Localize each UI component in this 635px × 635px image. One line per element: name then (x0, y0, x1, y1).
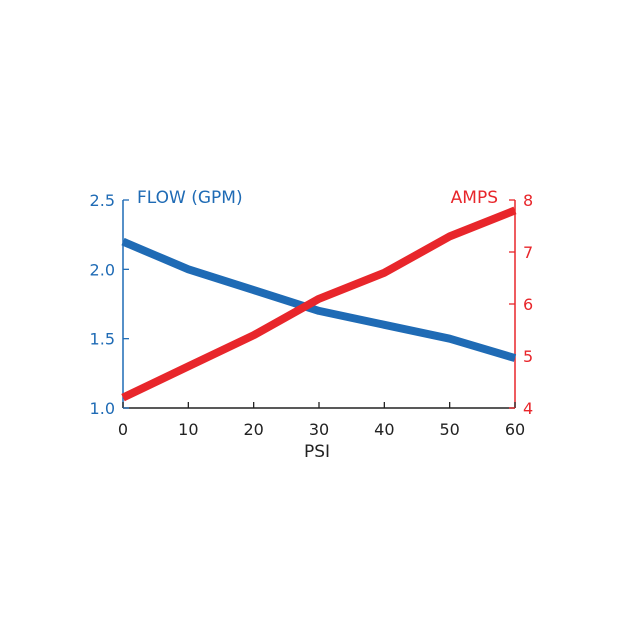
right-axis-tick-label: 8 (523, 191, 533, 210)
x-tick-label: 40 (374, 420, 394, 439)
right-axis-tick-label: 7 (523, 243, 533, 262)
right-axis-title: AMPS (451, 188, 498, 208)
x-tick-label: 30 (309, 420, 329, 439)
tick-labels: 0 10 20 30 40 50 60 1.0 1.5 2.0 2.5 4 5 6 7 8 (90, 191, 534, 439)
x-tick-label: 50 (439, 420, 459, 439)
x-axis-title: PSI (304, 442, 330, 462)
x-tick-label: 0 (118, 420, 128, 439)
left-axis-tick-label: 1.0 (90, 399, 115, 418)
left-axis-tick-label: 2.5 (90, 191, 115, 210)
right-axis-tick-label: 4 (523, 399, 533, 418)
right-axis-tick-label: 6 (523, 295, 533, 314)
flow-line (121, 237, 517, 362)
left-axis-title: FLOW (GPM) (137, 188, 243, 208)
right-axis-tick-label: 5 (523, 347, 533, 366)
series-lines (121, 206, 517, 402)
left-axis-tick-label: 2.0 (90, 260, 115, 279)
x-tick-label: 10 (178, 420, 198, 439)
x-tick-label: 20 (243, 420, 263, 439)
x-tick-label: 60 (505, 420, 525, 439)
ticks (122, 199, 516, 409)
left-axis-tick-label: 1.5 (90, 330, 115, 349)
amps-line (121, 206, 517, 402)
